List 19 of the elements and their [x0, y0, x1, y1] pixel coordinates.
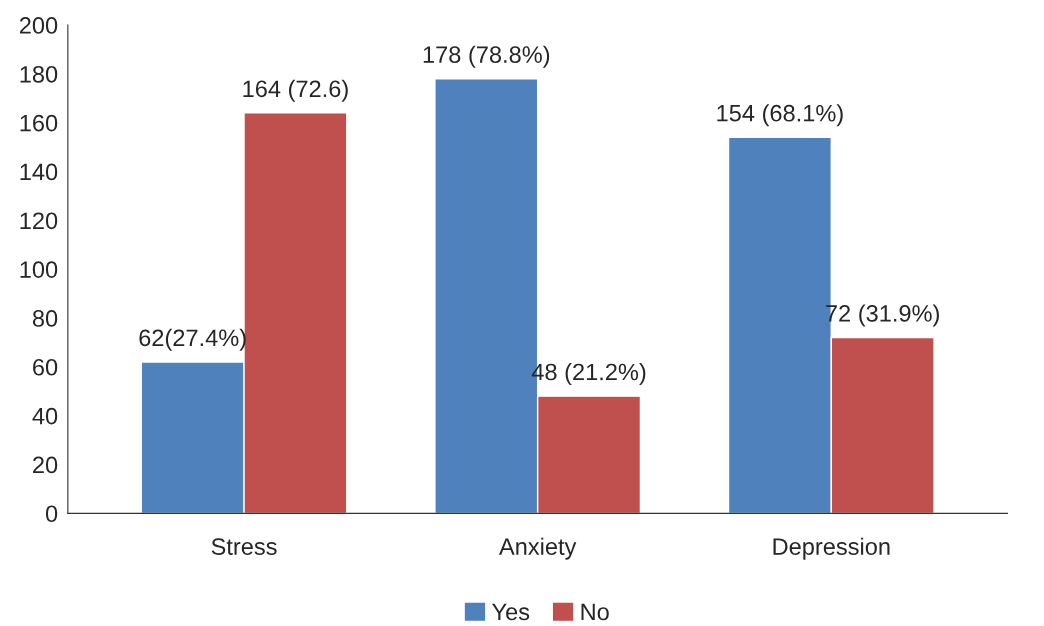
data-label: 154 (68.1%) [717, 104, 843, 127]
x-tick-label: Anxiety [498, 537, 577, 560]
y-tick-label: 0 [45, 505, 58, 523]
y-tick-label: 180 [20, 65, 58, 83]
x-tick-label: Stress [211, 538, 277, 555]
y-tick-label: 100 [20, 261, 58, 278]
y-tick-label: 60 [33, 358, 58, 376]
y-tick-label: 200 [19, 17, 58, 34]
y-tick-label: 160 [20, 114, 58, 132]
data-label: 178 (78.8%) [423, 45, 550, 68]
x-tick-label: Depression [773, 537, 890, 560]
y-tick-label: 120 [20, 212, 58, 230]
y-tick-label: 20 [33, 456, 58, 474]
data-label: 164 (72.6) [243, 79, 348, 102]
legend-label: Yes [492, 603, 530, 621]
y-tick-label: 40 [32, 407, 58, 425]
legend-label: No [581, 603, 609, 621]
y-tick-label: 80 [32, 310, 58, 327]
y-tick-label: 140 [20, 163, 58, 181]
